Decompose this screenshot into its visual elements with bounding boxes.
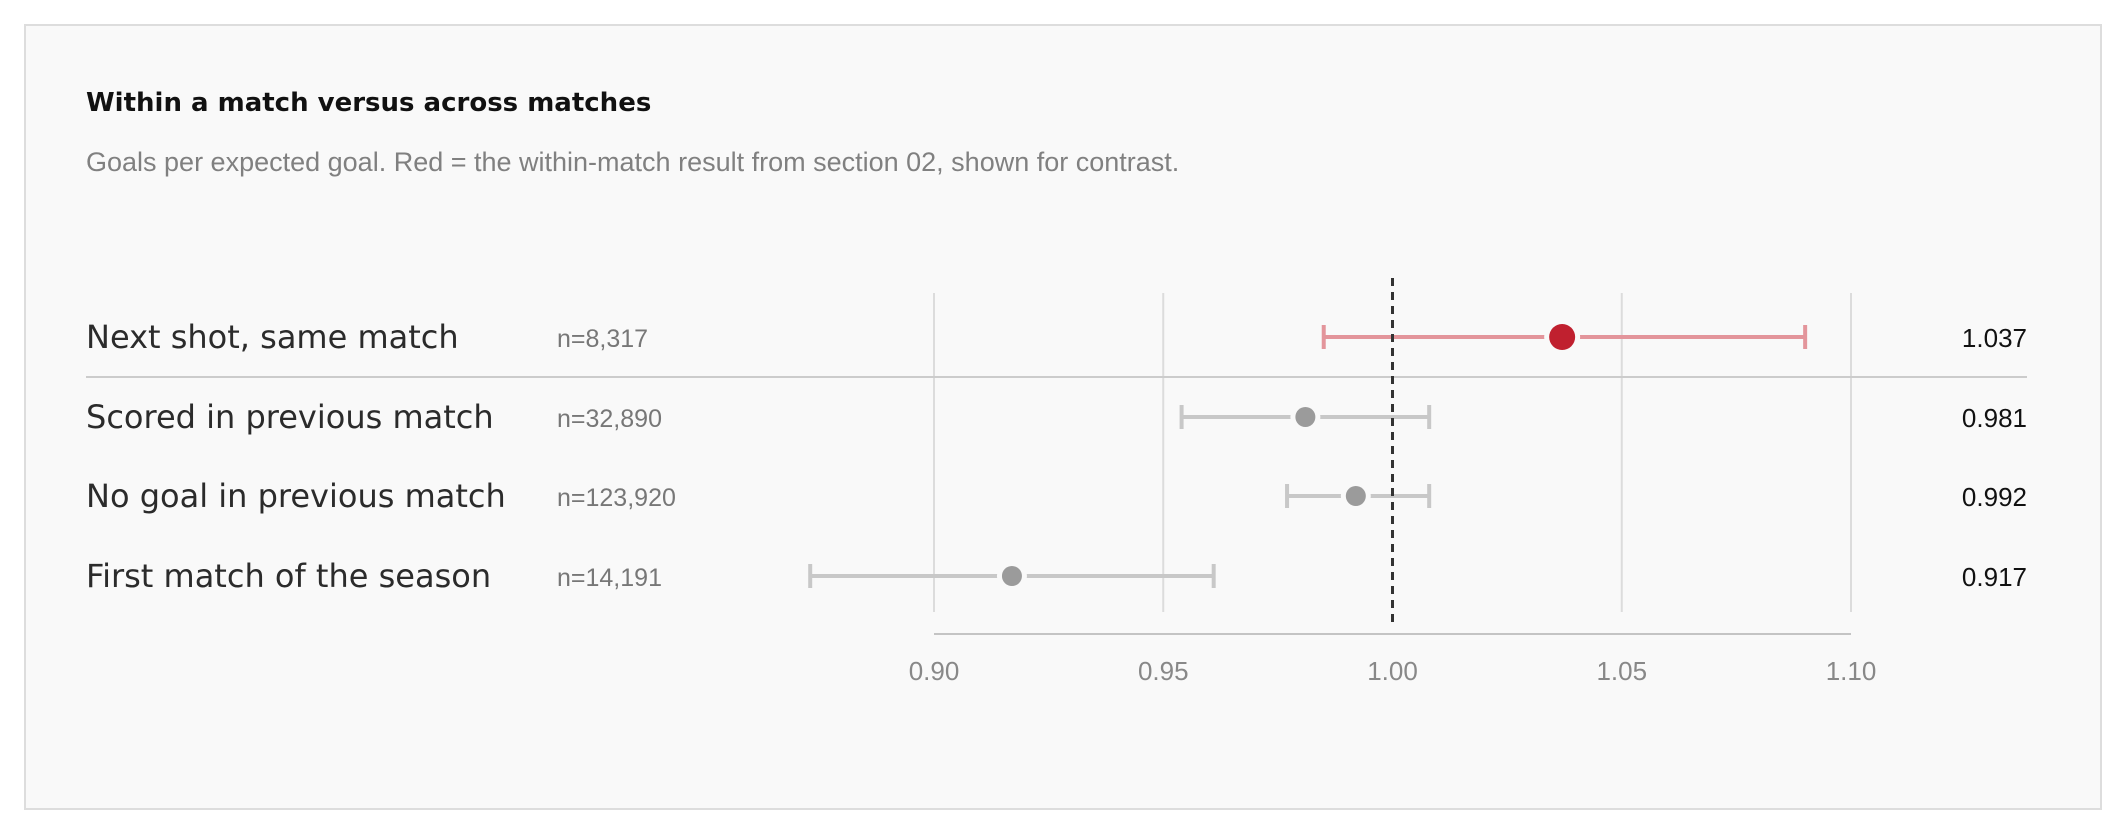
sample-size-label: n=123,920	[557, 484, 676, 512]
sample-size-label: n=14,191	[557, 564, 662, 592]
x-tick-label: 0.90	[909, 656, 960, 686]
row-label: Next shot, same match	[86, 318, 459, 356]
point-estimate	[1549, 324, 1576, 350]
value-label: 0.981	[1962, 403, 2027, 433]
point-estimate	[1295, 407, 1316, 427]
row-label: Scored in previous match	[86, 398, 494, 436]
sample-size-label: n=32,890	[557, 405, 662, 433]
sample-size-label: n=8,317	[557, 325, 648, 353]
value-label: 0.992	[1962, 482, 2027, 512]
point-estimate	[1001, 566, 1022, 586]
point-estimate	[1345, 486, 1366, 506]
chart-title: Within a match versus across matches	[86, 88, 652, 118]
value-label: 0.917	[1962, 562, 2027, 592]
x-tick-label: 1.05	[1596, 656, 1647, 686]
chart-subtitle: Goals per expected goal. Red = the withi…	[86, 147, 1180, 177]
x-tick-label: 1.00	[1367, 656, 1418, 686]
row-label: No goal in previous match	[86, 477, 506, 515]
x-tick-label: 1.10	[1826, 656, 1877, 686]
chart-panel	[24, 24, 2102, 810]
x-tick-label: 0.95	[1138, 656, 1189, 686]
row-label: First match of the season	[86, 557, 491, 595]
value-label: 1.037	[1962, 323, 2027, 353]
